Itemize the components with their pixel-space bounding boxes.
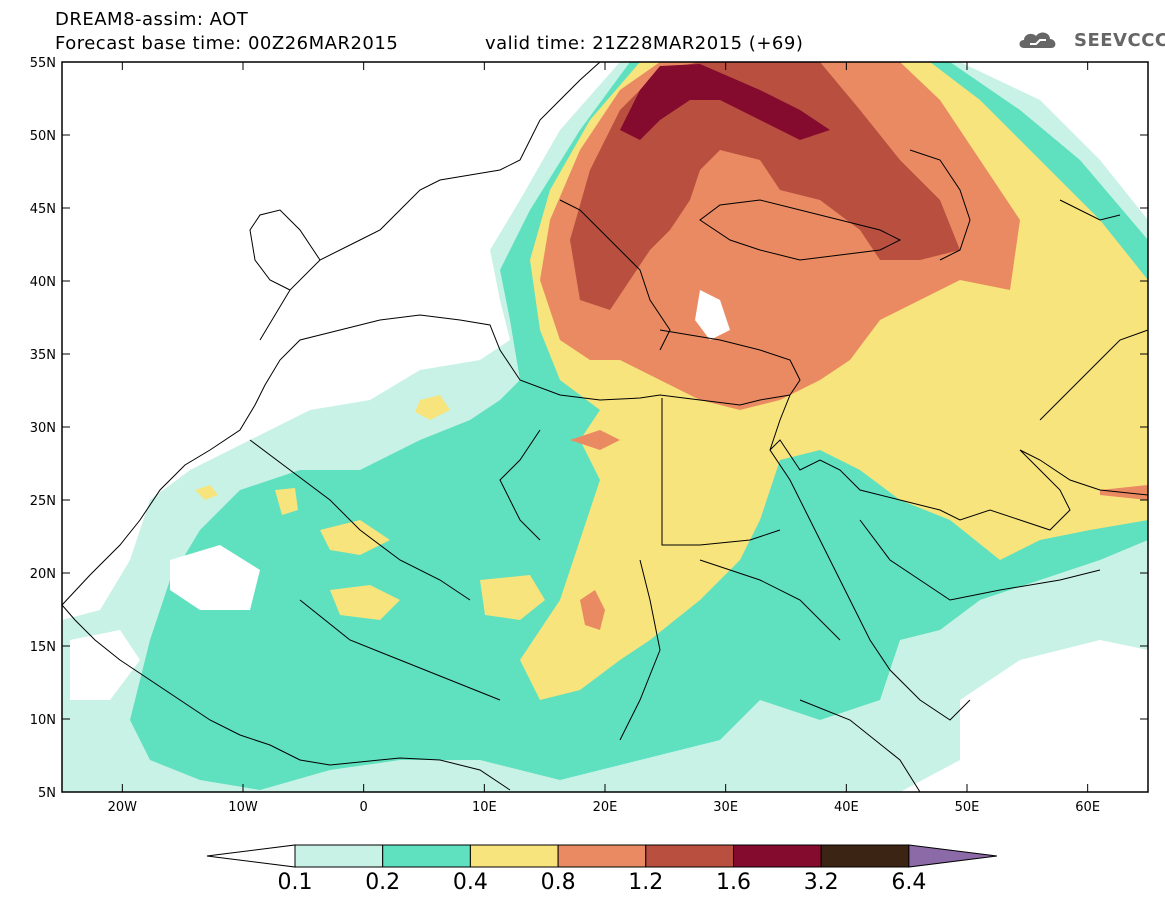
map-title-valid-time: valid time: 21Z28MAR2015 (+69) [485, 33, 804, 54]
lat-label: 10N [30, 713, 56, 728]
logo-text: SEEVCCC [1074, 30, 1165, 51]
lon-label: 50E [955, 800, 980, 815]
coastlines [62, 62, 1148, 792]
colorbar-label: 3.2 [803, 870, 839, 895]
lat-label: 30N [30, 421, 56, 436]
lat-label: 55N [30, 56, 56, 71]
lat-label: 20N [30, 567, 56, 582]
lat-label: 25N [30, 494, 56, 509]
lat-label: 35N [30, 348, 56, 363]
lat-label: 40N [30, 275, 56, 290]
latitude-axis: 55N 50N 45N 40N 35N 30N 25N 20N 15N 10N 5N [30, 56, 1148, 801]
lat-label: 45N [30, 202, 56, 217]
lon-label: 20E [593, 800, 618, 815]
colorbar-label: 1.6 [716, 870, 751, 895]
lon-label: 10W [228, 800, 258, 815]
lat-label: 5N [38, 786, 56, 801]
lon-label: 60E [1075, 800, 1100, 815]
map-title-model: DREAM8-assim: AOT [55, 9, 249, 30]
lat-label: 15N [30, 640, 56, 655]
lon-label: 10E [472, 800, 497, 815]
colorbar-label: 0.8 [540, 870, 576, 895]
lon-label: 0 [360, 800, 368, 815]
colorbar-label: 6.4 [891, 870, 927, 895]
lon-label: 30E [713, 800, 738, 815]
aot-shading [62, 62, 1148, 792]
colorbar-label: 1.2 [628, 870, 664, 895]
lon-label: 40E [834, 800, 859, 815]
lat-label: 50N [30, 129, 56, 144]
colorbar-label: 0.2 [365, 870, 401, 895]
cloud-icon [1019, 32, 1056, 48]
colorbar-label: 0.1 [277, 870, 313, 895]
longitude-axis: 20W 10W 0 10E 20E 30E 40E 50E 60E [108, 62, 1100, 815]
lon-label: 20W [108, 800, 138, 815]
map-title-base-time: Forecast base time: 00Z26MAR2015 [55, 33, 399, 54]
colorbar-label: 0.4 [452, 870, 488, 895]
